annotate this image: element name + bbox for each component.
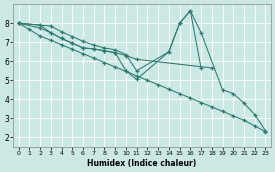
X-axis label: Humidex (Indice chaleur): Humidex (Indice chaleur) [87,159,197,168]
